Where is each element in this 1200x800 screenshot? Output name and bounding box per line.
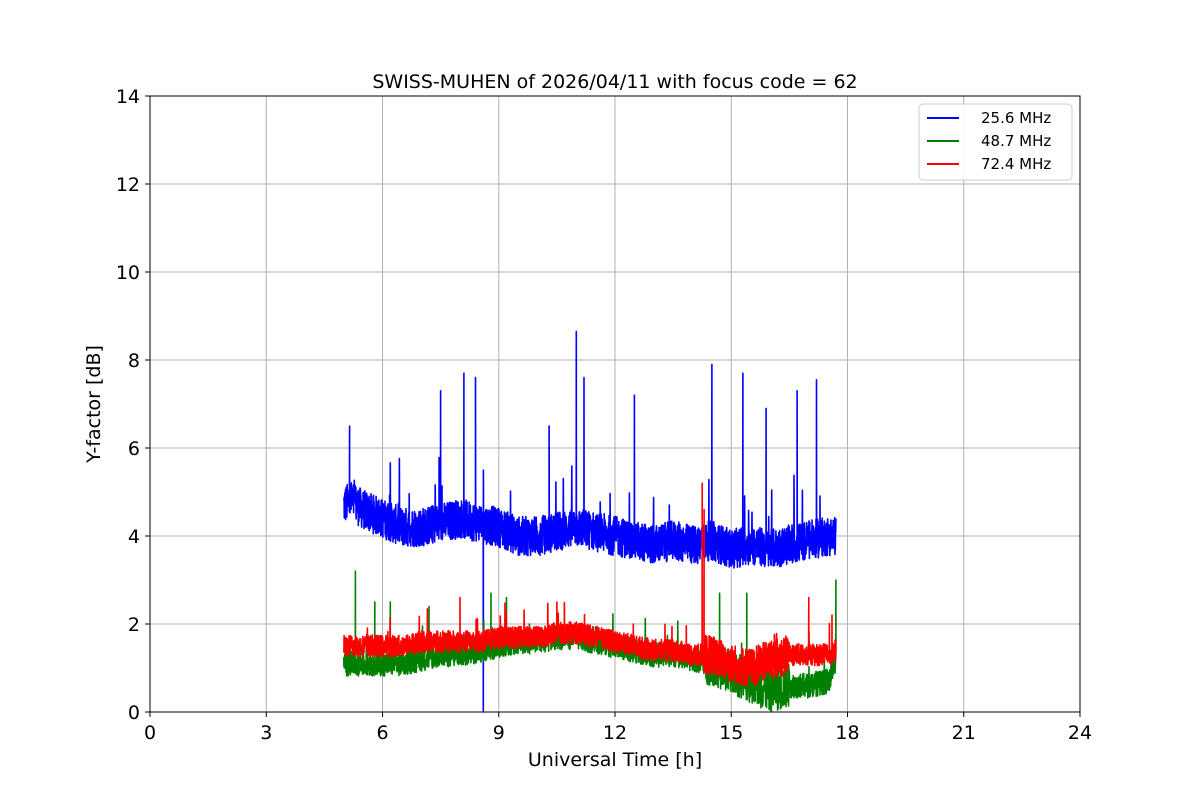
legend-entry: 25.6 MHz <box>981 109 1051 127</box>
x-tick-label: 12 <box>603 722 627 744</box>
y-tick-label: 6 <box>128 438 140 460</box>
x-tick-label: 0 <box>144 722 156 744</box>
legend: 25.6 MHz 48.7 MHz 72.4 MHz <box>918 103 1073 181</box>
y-tick-label: 14 <box>116 86 140 108</box>
grid <box>149 95 1081 713</box>
legend-entry: 48.7 MHz <box>981 132 1051 150</box>
y-axis-label: Y-factor [dB] <box>83 345 105 464</box>
series-line <box>343 482 837 687</box>
x-tick-label: 18 <box>835 722 859 744</box>
y-tick-label: 12 <box>116 174 140 196</box>
x-tick-label: 21 <box>952 722 976 744</box>
y-tick-label: 10 <box>116 262 140 284</box>
legend-box <box>918 103 1073 181</box>
x-tick-label: 9 <box>493 722 505 744</box>
y-tick-label: 0 <box>128 702 140 724</box>
y-tick-label: 4 <box>128 526 140 548</box>
x-tick-label: 24 <box>1068 722 1092 744</box>
x-tick-label: 6 <box>376 722 388 744</box>
x-tick-label: 3 <box>260 722 272 744</box>
x-axis-label: Universal Time [h] <box>528 749 702 771</box>
series-layer <box>343 330 837 713</box>
y-tick-label: 2 <box>128 614 140 636</box>
series-line <box>343 330 837 713</box>
chart-title: SWISS-MUHEN of 2026/04/11 with focus cod… <box>372 71 857 93</box>
legend-entry: 72.4 MHz <box>981 155 1051 173</box>
y-tick-label: 8 <box>128 350 140 372</box>
x-tick-label: 15 <box>719 722 743 744</box>
